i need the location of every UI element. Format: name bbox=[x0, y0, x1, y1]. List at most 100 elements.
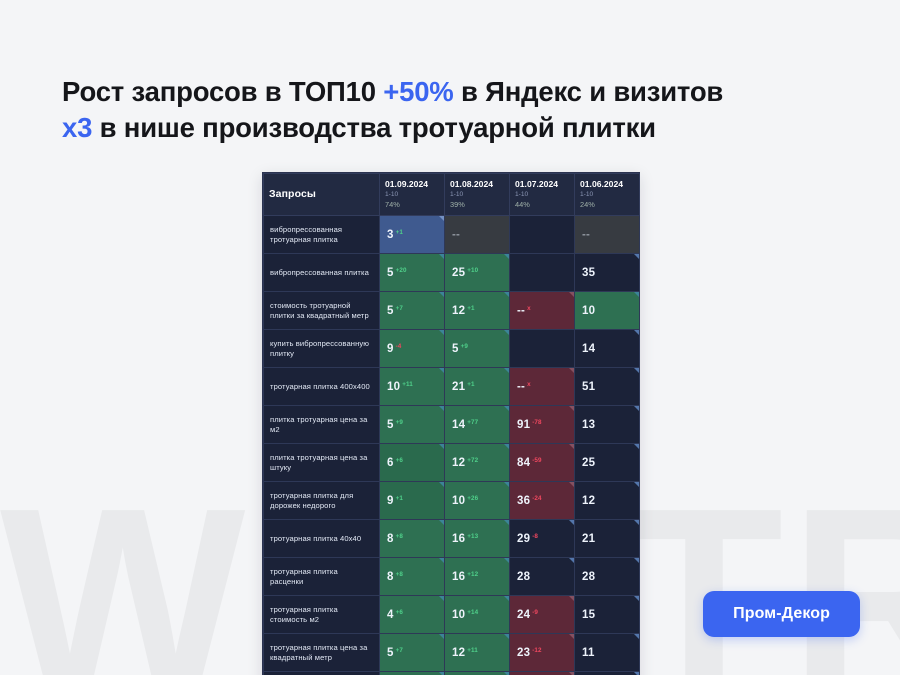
table-cell: 5 +7 bbox=[379, 633, 445, 673]
cell-delta-badge: +1 bbox=[395, 229, 403, 237]
table-cell: 21 bbox=[574, 519, 640, 559]
cell-position-value: 36 bbox=[517, 494, 531, 507]
table-header: Запросы 01.09.2024 1-10 74% 01.08.2024 1… bbox=[263, 172, 640, 217]
table-cell: 16 +13 bbox=[444, 519, 510, 559]
cell-position-value: 9 bbox=[387, 494, 394, 507]
table-cell: 28 bbox=[574, 557, 640, 597]
column-header-queries: Запросы bbox=[263, 172, 380, 217]
row-query-label: вибропрессованная тротуарная плитка bbox=[263, 215, 380, 255]
cell-delta-badge: -8 bbox=[532, 533, 539, 541]
table-row: вибропрессованная плитка 5 +20 25 +10 35 bbox=[263, 253, 640, 293]
table-cell: 12 bbox=[574, 481, 640, 521]
cell-position-value: 12 bbox=[452, 646, 466, 659]
cell-position-value: -- bbox=[517, 380, 526, 393]
cell-position-value: 5 bbox=[452, 342, 459, 355]
cell-position-value: 21 bbox=[452, 380, 466, 393]
table-cell: 6 +6 bbox=[379, 443, 445, 483]
cell-position-value: 28 bbox=[517, 570, 531, 583]
cell-position-value: 14 bbox=[582, 342, 596, 355]
cell-position-value: 12 bbox=[582, 494, 596, 507]
cell-delta-badge: +10 bbox=[467, 267, 479, 275]
cell-position-value: 10 bbox=[582, 304, 596, 317]
rankings-table-container: Запросы 01.09.2024 1-10 74% 01.08.2024 1… bbox=[262, 172, 640, 675]
row-query-label: тротуарная плитка для дорожек недорого bbox=[263, 481, 380, 521]
cell-delta-badge: +7 bbox=[395, 647, 403, 655]
cell-position-value: 14 bbox=[452, 418, 466, 431]
table-cell: 4+6 bbox=[379, 595, 445, 635]
cell-position-value: 11 bbox=[582, 646, 595, 659]
table-cell bbox=[509, 215, 575, 255]
table-row: тротуарная плитка 40x40 8 +8 16 +13 29 -8 21 bbox=[263, 519, 640, 559]
column-range-2: 1-10 bbox=[515, 190, 529, 198]
cell-position-value: 9 bbox=[387, 342, 394, 355]
table-cell: 8 +8 bbox=[379, 557, 445, 597]
table-cell: 9 +1 bbox=[379, 481, 445, 521]
table-cell: 14 bbox=[574, 329, 640, 369]
table-cell: 11 bbox=[574, 633, 640, 673]
table-cell: -- x bbox=[509, 367, 575, 407]
row-query-label: тротуарная плитка расценки bbox=[263, 557, 380, 597]
table-row: тротуарная плитка расценки 8 +8 16 +12 28 28 bbox=[263, 557, 640, 597]
cell-position-value: 12 bbox=[452, 304, 466, 317]
column-header-date-0: 01.09.2024 1-10 74% bbox=[379, 172, 445, 217]
title-part-3: в нише производства тротуарной плитки bbox=[92, 112, 656, 144]
cell-delta-badge: +6 bbox=[395, 609, 403, 617]
title-highlight-percent: +50% bbox=[383, 76, 454, 107]
cell-position-value: 51 bbox=[582, 380, 596, 393]
table-row: плитка тротуарная цена за м2 5 +9 14 +77 91 -7… bbox=[263, 405, 640, 445]
cell-delta-badge: -12 bbox=[532, 647, 542, 655]
row-query-label: вибропрессованная плитка bbox=[263, 253, 380, 293]
row-query-label: купить вибропрессованную плитку bbox=[263, 329, 380, 369]
cell-position-value: 10 bbox=[452, 608, 466, 621]
row-query-label: стоимость тротуарной плитки за квадратны… bbox=[263, 291, 380, 331]
table-cell: 12 +1 bbox=[444, 291, 510, 331]
table-row: вибропрессованная тротуарная плитка 3 +1 --… bbox=[263, 215, 640, 255]
cell-position-value: 25 bbox=[452, 266, 466, 279]
cell-delta-badge: +1 bbox=[395, 495, 403, 503]
cell-position-value: 10 bbox=[387, 380, 401, 393]
table-cell: 91 -78 bbox=[509, 405, 575, 445]
table-cell: 12 +11 bbox=[444, 633, 510, 673]
table-cell: 15 bbox=[574, 671, 640, 675]
column-date-1: 01.08.2024 bbox=[450, 179, 494, 189]
cell-delta-badge: +13 bbox=[467, 533, 479, 541]
cell-position-value: 23 bbox=[517, 646, 531, 659]
cell-position-value: 16 bbox=[452, 532, 466, 545]
cell-position-value: 25 bbox=[582, 456, 596, 469]
table-cell: 28 bbox=[509, 557, 575, 597]
column-range-0: 1-10 bbox=[385, 190, 399, 198]
column-range-3: 1-10 bbox=[580, 190, 594, 198]
cell-delta-badge: -59 bbox=[532, 457, 542, 465]
cell-delta-badge: -9 bbox=[532, 609, 539, 617]
row-query-label: тротуарная плитка 400x400 bbox=[263, 367, 380, 407]
cell-delta-badge: x bbox=[527, 381, 531, 389]
title-part-2: в Яндекс и визитов bbox=[453, 76, 724, 107]
table-cell: 3 +1 bbox=[379, 215, 445, 255]
table-cell: 51 bbox=[574, 367, 640, 407]
title-highlight-multiplier: x3 bbox=[62, 112, 93, 144]
row-query-label: плитка тротуарная цена за м2 bbox=[263, 405, 380, 445]
column-pct-3: 24% bbox=[580, 199, 595, 209]
column-pct-2: 44% bbox=[515, 199, 530, 209]
rankings-table: Запросы 01.09.2024 1-10 74% 01.08.2024 1… bbox=[263, 172, 640, 675]
column-header-date-3: 01.06.2024 1-10 24% bbox=[574, 172, 640, 217]
cell-position-value: 28 bbox=[582, 570, 596, 583]
brand-button[interactable]: Пром-Декор bbox=[703, 591, 860, 637]
table-cell: 5 +20 bbox=[379, 253, 445, 293]
cell-delta-badge: +11 bbox=[467, 647, 478, 655]
table-row: тротуарная плитка стоимость м2 4 +6 10 +14 24… bbox=[263, 595, 640, 635]
cell-delta-badge: +11 bbox=[402, 381, 413, 389]
table-cell: 24 -9 bbox=[509, 595, 575, 635]
table-cell: 84 -59 bbox=[509, 443, 575, 483]
table-row: плитка тротуарная цена за штуку 6 +6 12 +72 8… bbox=[263, 443, 640, 483]
table-cell: 23 -12 bbox=[509, 633, 575, 673]
table-cell: 10 +14 bbox=[444, 595, 510, 635]
cell-delta-badge: +26 bbox=[467, 495, 479, 503]
column-date-0: 01.09.2024 bbox=[385, 179, 429, 189]
row-query-label: тротуарная плитка цена за квадратный мет… bbox=[263, 633, 380, 673]
table-cell bbox=[509, 329, 575, 369]
table-row: тротуарная плитка цена за квадратный мет… bbox=[263, 633, 640, 673]
table-cell bbox=[509, 253, 575, 293]
page-title: Рост запросов в ТОП10 +50% в Яндекс и ви… bbox=[62, 74, 852, 147]
table-cell: -- x bbox=[509, 291, 575, 331]
